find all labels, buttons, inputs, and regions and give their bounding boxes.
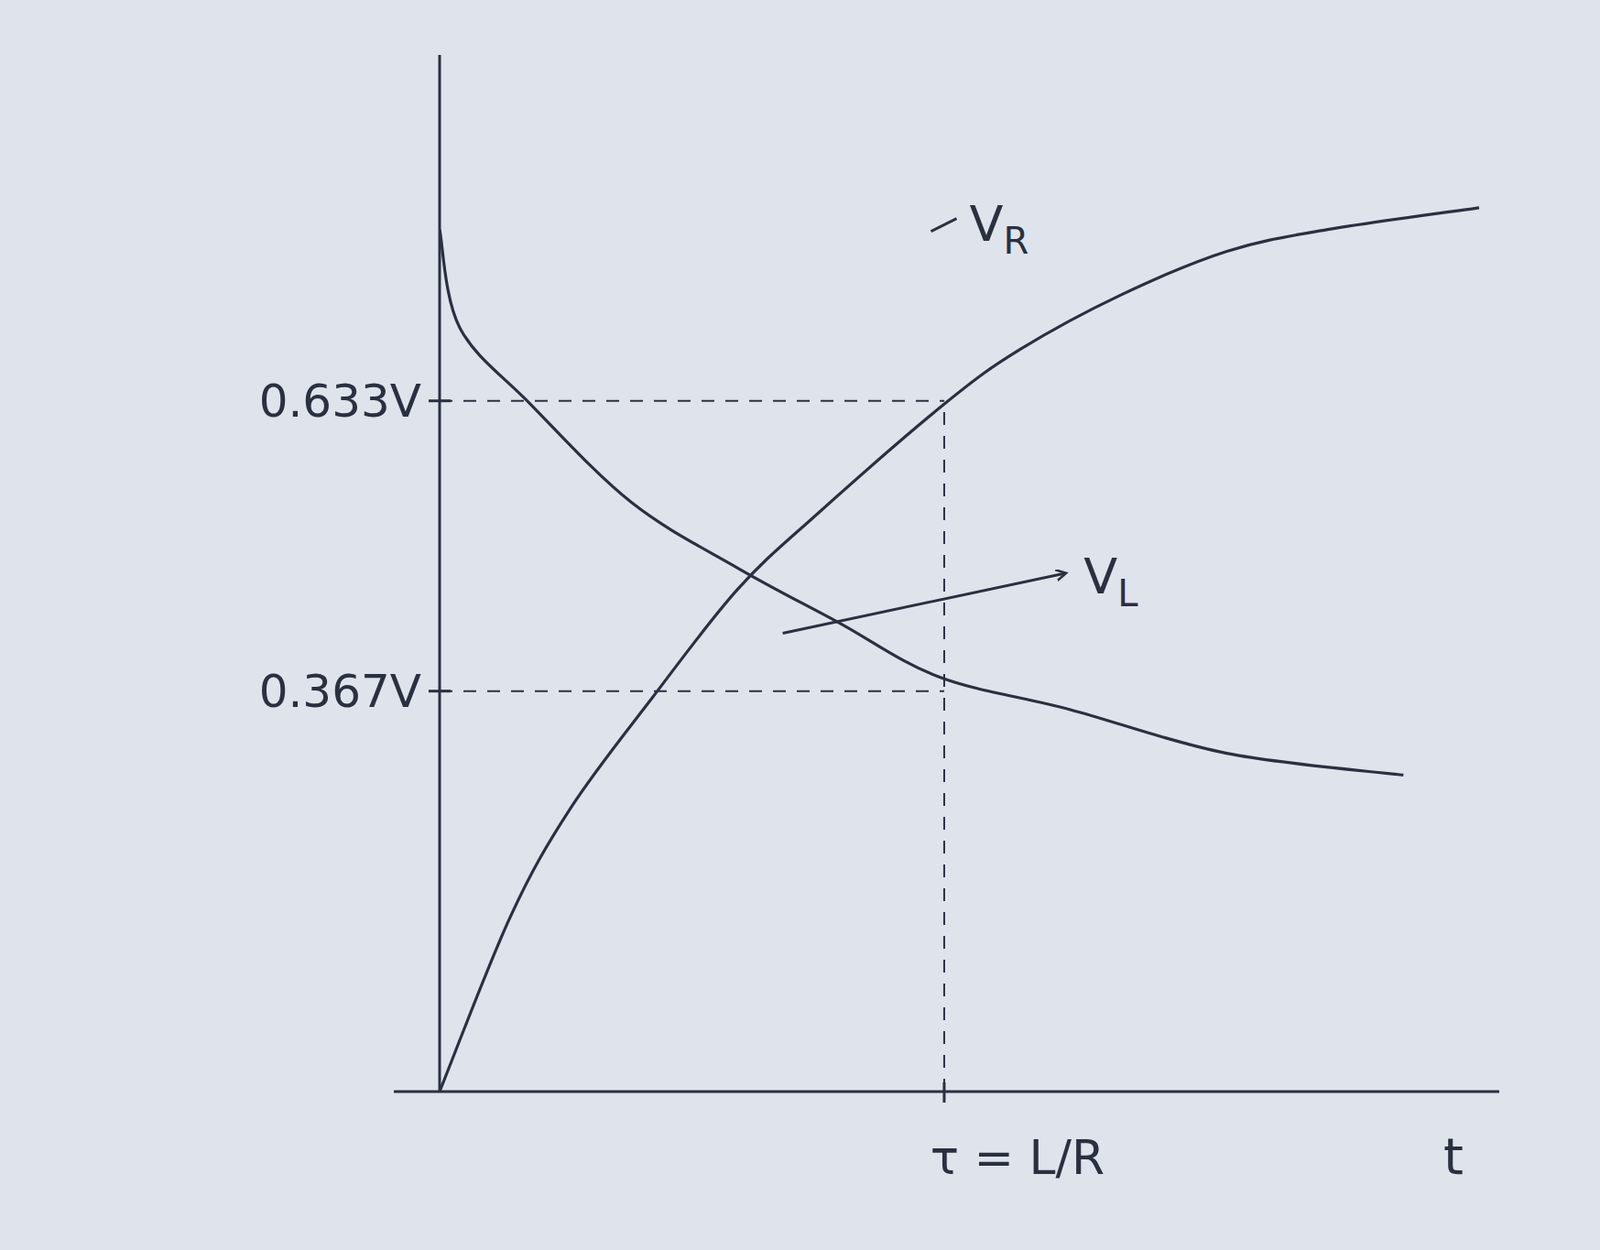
series-label: VR	[969, 195, 1030, 262]
x-axis	[393, 1090, 1500, 1094]
label-sub: R	[1002, 219, 1029, 262]
label-main: V	[1083, 547, 1118, 606]
label-dash	[931, 218, 958, 232]
label-main: V	[969, 195, 1004, 253]
plot-area	[439, 207, 1480, 1092]
label-arrow	[783, 573, 1067, 634]
grid-line	[943, 401, 946, 1092]
y-tick	[428, 689, 451, 693]
x-tick-label: τ = L/R	[930, 1130, 1106, 1186]
grid-line	[439, 400, 945, 403]
y-tick-label: 0.367V	[259, 664, 422, 719]
series-line	[439, 207, 1480, 1092]
label-sub: L	[1117, 572, 1139, 615]
series-line	[439, 229, 1404, 776]
y-axis	[438, 54, 442, 1092]
y-tick	[428, 399, 451, 403]
x-axis-title: t	[1443, 1126, 1464, 1187]
x-tick	[942, 1082, 946, 1103]
y-tick-label: 0.633V	[259, 374, 422, 428]
series-label: VL	[1083, 547, 1139, 615]
grid-line	[439, 690, 945, 693]
